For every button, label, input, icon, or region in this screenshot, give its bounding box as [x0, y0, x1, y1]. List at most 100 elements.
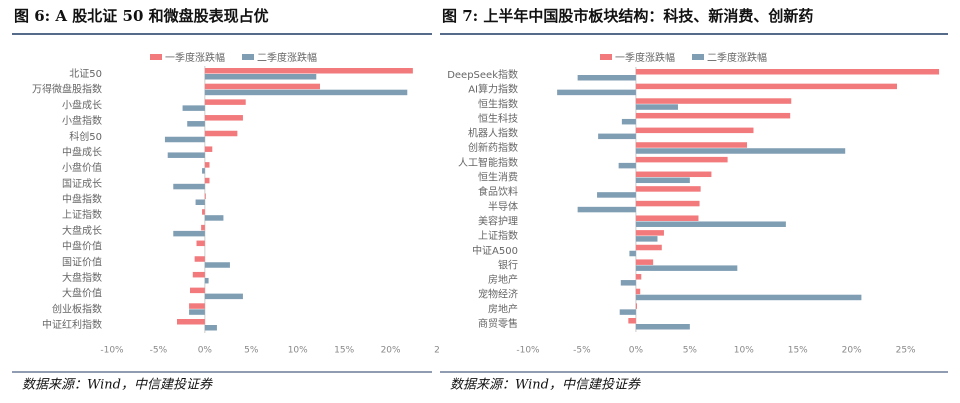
- bar: [635, 303, 637, 309]
- bar: [597, 192, 636, 198]
- bar: [577, 206, 636, 213]
- category-label: 创业板指数: [52, 302, 102, 315]
- category-label: 机器人指数: [468, 127, 518, 140]
- category-label: 中盘价值: [62, 240, 102, 253]
- bar: [204, 146, 213, 152]
- legend-swatch: [150, 54, 162, 60]
- category-label: AI算力指数: [468, 83, 518, 96]
- bar: [202, 168, 205, 174]
- category-label: 科创50: [69, 130, 102, 143]
- category-label: 商贸零售: [478, 317, 518, 330]
- bar: [177, 319, 205, 325]
- category-label: 中盘指数: [62, 193, 102, 206]
- bar: [629, 250, 636, 257]
- bar: [204, 215, 224, 221]
- bar: [204, 193, 206, 199]
- bar: [635, 171, 712, 178]
- category-label: 大盘成长: [62, 224, 102, 237]
- bar: [204, 325, 217, 331]
- bar: [635, 259, 654, 265]
- bar: [635, 288, 641, 295]
- bar: [635, 324, 690, 330]
- bar: [196, 240, 205, 247]
- category-label: 上证指数: [62, 208, 102, 221]
- bar: [204, 68, 413, 74]
- category-label: 大盘指数: [62, 271, 102, 284]
- bar: [167, 152, 205, 158]
- x-tick-label: 5%: [244, 346, 259, 356]
- bar: [164, 136, 205, 143]
- category-label: 上证指数: [478, 229, 518, 242]
- bar: [194, 256, 205, 262]
- bar: [204, 99, 246, 105]
- category-label: 房地产: [488, 302, 518, 315]
- bar: [635, 156, 728, 163]
- bar: [598, 133, 636, 140]
- category-label: 食品饮料: [478, 185, 518, 198]
- bar: [635, 83, 897, 90]
- category-label: 美容护理: [478, 214, 518, 227]
- x-tick-label: 10%: [288, 346, 308, 356]
- bar: [635, 215, 699, 221]
- x-tick-label: -5%: [573, 346, 591, 356]
- legend-label: 二季度涨跌幅: [257, 51, 317, 64]
- x-tick-label: 15%: [334, 346, 354, 356]
- bar: [204, 130, 238, 137]
- category-label: DeepSeek指数: [447, 68, 518, 81]
- bar: [201, 224, 205, 231]
- chart-title: 图 7: 上半年中国股市板块结构：科技、新消费、创新药: [442, 7, 813, 25]
- category-label: 银行: [498, 258, 518, 271]
- category-label: 恒生消费: [478, 171, 518, 184]
- bar: [628, 318, 636, 324]
- category-label: 万得微盘股指数: [32, 83, 102, 96]
- x-tick-label: 25%: [896, 346, 916, 356]
- bar: [204, 74, 317, 80]
- x-tick-label: 10%: [734, 346, 754, 356]
- bar: [635, 69, 940, 75]
- bar: [189, 303, 205, 309]
- bar: [635, 274, 642, 280]
- x-tick-label: -5%: [150, 346, 168, 356]
- bar: [635, 177, 690, 184]
- bar: [618, 162, 636, 169]
- category-label: 中证A500: [472, 244, 518, 257]
- category-label: 宠物经济: [478, 288, 518, 301]
- bar: [635, 104, 678, 110]
- bar: [173, 183, 205, 190]
- bar: [635, 221, 786, 227]
- x-tick-label: 2: [434, 346, 440, 356]
- bar: [204, 277, 209, 284]
- bar: [192, 271, 205, 278]
- bar: [557, 89, 636, 96]
- bar: [204, 177, 210, 184]
- x-tick-label: -10%: [100, 346, 124, 356]
- category-label: 小盘价值: [62, 161, 102, 174]
- bar: [635, 127, 754, 134]
- x-tick-label: 0%: [629, 346, 644, 356]
- category-label: 恒生指数: [478, 97, 518, 110]
- category-label: 大盘价值: [62, 287, 102, 300]
- category-label: 国证成长: [62, 178, 102, 190]
- source: 数据来源：Wind，中信建投证券: [450, 378, 641, 393]
- bar: [635, 142, 748, 148]
- bar: [635, 112, 791, 119]
- category-label: 人工智能指数: [458, 156, 518, 169]
- category-label: 小盘成长: [62, 98, 102, 111]
- category-label: 创新药指数: [468, 141, 518, 154]
- bar: [635, 148, 846, 154]
- x-tick-label: -10%: [516, 346, 540, 356]
- category-label: 恒生科技: [478, 112, 518, 125]
- bar: [187, 121, 205, 127]
- bar: [202, 209, 205, 215]
- category-label: 国证价值: [62, 255, 102, 268]
- legend-label: 一季度涨跌幅: [165, 51, 225, 64]
- category-label: 半导体: [488, 200, 518, 213]
- bar: [635, 265, 738, 271]
- legend-swatch: [692, 54, 704, 60]
- bar: [204, 162, 210, 168]
- x-tick-label: 5%: [683, 346, 698, 356]
- x-tick-label: 0%: [198, 346, 213, 356]
- bar: [635, 236, 658, 242]
- bar: [635, 230, 664, 236]
